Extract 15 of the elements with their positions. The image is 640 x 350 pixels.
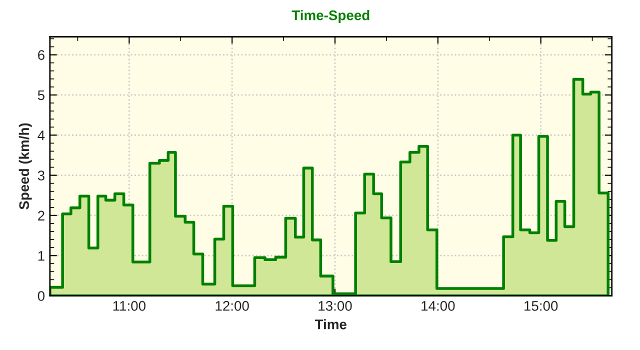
y-tick-label: 2 [38,210,44,220]
y-tick-label: 5 [38,90,44,100]
y-tick-label: 4 [38,130,45,140]
y-tick-label: 6 [38,50,44,60]
y-axis-title: Speed (km/h) [18,123,32,210]
x-tick-label: 11:00 [113,300,146,311]
chart-title: Time-Speed [292,10,370,23]
x-tick-label: 12:00 [216,300,249,311]
x-axis-title: Time [314,319,346,330]
x-tick-label: 14:00 [422,300,455,311]
x-tick-label: 13:00 [318,300,352,311]
y-tick-label: 1 [38,251,44,261]
x-tick-label: 15:00 [524,300,558,311]
y-tick-label: 0 [38,291,45,301]
y-tick-label: 3 [38,170,44,180]
